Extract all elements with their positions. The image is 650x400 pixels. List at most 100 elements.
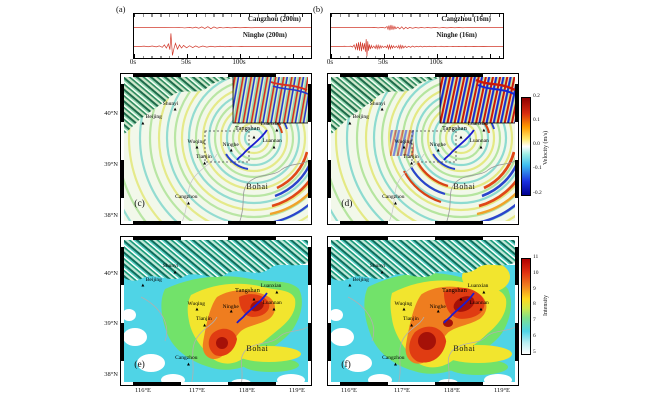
colorbar-tick: -0.2 (533, 190, 542, 196)
frame-edge (121, 221, 311, 224)
city-marker-icon: ▲ (458, 135, 464, 141)
city-marker-icon: ▲ (401, 307, 407, 313)
seismogram-panel-b: Cangzhou (16m) Ninghe (16m) (330, 13, 504, 59)
city-label: Shunyi (162, 263, 179, 270)
coastline (445, 158, 518, 224)
minor-ticks (134, 14, 311, 17)
intensity-colorbar-label: Intensity (543, 295, 549, 317)
city-label: Cangzhou (382, 193, 405, 200)
city-label: Tangshan (442, 124, 467, 132)
frame-edge (328, 74, 518, 77)
city-label: Luanxian (467, 283, 489, 290)
fault-line (236, 129, 268, 161)
panel-label-b: (b) (313, 4, 323, 14)
fault-line (443, 129, 475, 161)
province-borders (140, 296, 311, 385)
city-marker-icon: ▲ (392, 362, 398, 368)
major-ticks (331, 53, 503, 58)
terrain-band (121, 237, 311, 281)
city-label: Tangshan (442, 287, 467, 295)
city-layer: ▲ Shunyi ▲ Beijing ▲ Wuqing ▲ Tianjin ▲ Ninghe ▲ Ta… (328, 237, 518, 385)
lon-tick: 118°E (443, 387, 461, 394)
city-marker-icon: ▲ (409, 323, 415, 329)
sea-label: Bohai (246, 343, 269, 353)
frame-edge (328, 221, 518, 224)
city-label: Tangshan (235, 287, 260, 295)
trace-label: Ninghe (16m) (436, 31, 477, 39)
lat-tick: 38°N (104, 212, 118, 219)
lat-tick: 39°N (104, 161, 118, 168)
city-layer: ▲ Shunyi ▲ Beijing ▲ Wuqing ▲ Tianjin ▲ Ninghe ▲ Ta… (121, 237, 311, 385)
city-label: Tangshan (235, 124, 260, 132)
trace-ninghe-16m (331, 39, 503, 57)
colorbar-tick: 6 (533, 333, 536, 339)
lon-tick: 119°E (493, 387, 511, 394)
city-marker-icon: ▲ (379, 270, 385, 276)
wavefront-arcs (121, 74, 311, 224)
city-label: Wuqing (394, 139, 413, 145)
panel-label-a: (a) (116, 4, 126, 14)
city-marker-icon: ▲ (478, 307, 484, 313)
city-marker-icon: ▲ (194, 145, 200, 151)
sea-label: Bohai (453, 343, 476, 353)
coastline (238, 158, 311, 224)
wavefield-svg (121, 74, 311, 224)
x-tick: 100s (429, 58, 443, 66)
city-marker-icon: ▲ (401, 145, 407, 151)
x-tick: 0s (129, 58, 137, 66)
city-marker-icon: ▲ (172, 270, 178, 276)
city-marker-icon: ▲ (481, 290, 487, 296)
city-label: Ninghe (222, 142, 239, 148)
province-borders (347, 296, 518, 385)
city-label: Tianjin (196, 154, 212, 160)
city-label: Beijing (145, 276, 162, 283)
city-marker-icon: ▲ (347, 283, 353, 289)
frame-edge (308, 237, 311, 385)
colorbar-tick: 0.1 (533, 117, 540, 123)
inset-zoom-box (439, 74, 518, 124)
lon-tick: 117°E (393, 387, 411, 394)
frame-edge (328, 74, 331, 224)
intensity-11-region (216, 300, 264, 349)
city-marker-icon: ▲ (274, 290, 280, 296)
city-label: Luanxian (260, 283, 282, 290)
wavefield-svg (328, 74, 518, 224)
city-label: Cangzhou (175, 355, 198, 362)
lon-tick: 119°E (288, 387, 306, 394)
panel-label-c: (c) (134, 198, 145, 209)
city-label: Beijing (352, 114, 369, 121)
province-border (387, 153, 425, 224)
wavefield-map-16m: ▲ Shunyi ▲ Beijing ▲ Wuqing ▲ Tianjin ▲ Ninghe ▲ Ta… (327, 73, 519, 225)
lat-tick: 38°N (104, 371, 118, 378)
city-label: Cangzhou (175, 193, 198, 200)
colorbar-tick: 7 (533, 317, 536, 323)
city-marker-icon: ▲ (435, 148, 441, 153)
panel-label-d: (d) (341, 198, 353, 209)
city-marker-icon: ▲ (228, 148, 234, 153)
lon-tick: 118°E (238, 387, 256, 394)
frame-edge (121, 74, 311, 77)
trace-label: Cangzhou (16m) (441, 15, 491, 23)
city-label: Luannan (262, 300, 282, 307)
x-tick: 0s (326, 58, 334, 66)
frame-edge (121, 237, 311, 240)
city-marker-icon: ▲ (185, 201, 191, 207)
frame-edge (328, 237, 518, 240)
study-area-dashed-box (204, 130, 250, 163)
intensity-svg (328, 237, 518, 385)
city-marker-icon: ▲ (202, 323, 208, 329)
frame-edge (308, 74, 311, 224)
city-label: Luannan (469, 138, 489, 145)
colorbar-tick: -0.1 (533, 165, 542, 171)
city-marker-icon: ▲ (228, 309, 234, 315)
terrain-band (328, 237, 518, 281)
frame-edge (515, 237, 518, 385)
study-area-dashed-box (411, 130, 457, 163)
trace-label: Ninghe (200m) (242, 31, 287, 39)
velocity-colorbar (521, 97, 531, 196)
x-tick: 50s (378, 58, 388, 66)
city-label: Cangzhou (382, 355, 405, 362)
city-marker-icon: ▲ (140, 283, 146, 289)
city-marker-icon: ▲ (392, 201, 398, 207)
